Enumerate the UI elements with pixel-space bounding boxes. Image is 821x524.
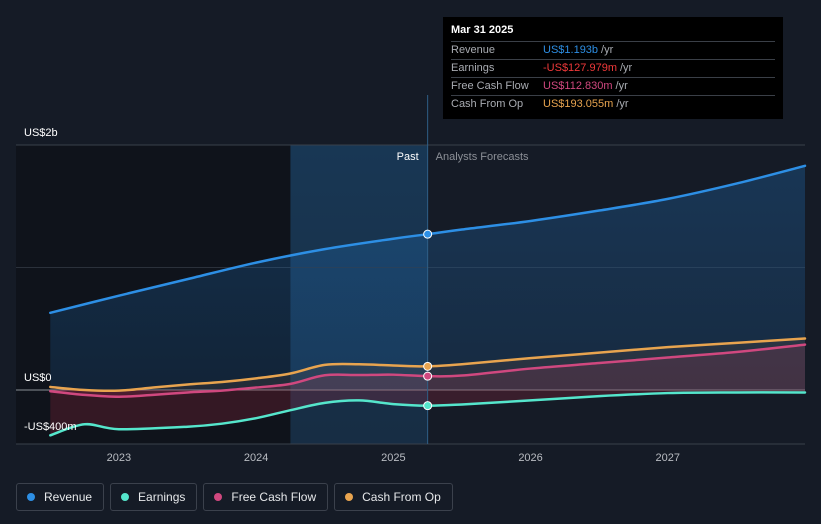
tooltip-label: Earnings xyxy=(451,62,495,74)
x-tick-label: 2024 xyxy=(244,452,268,464)
legend-dot-icon xyxy=(345,493,354,501)
legend-item-cash-from-op[interactable]: Cash From Op xyxy=(334,483,453,511)
tooltip-unit: /yr xyxy=(615,80,628,92)
legend-label: Cash From Op xyxy=(362,490,441,504)
y-tick-label: US$2b xyxy=(24,127,58,139)
tooltip-value: US$1.193b xyxy=(543,44,599,56)
past-label: Past xyxy=(397,151,419,163)
tooltip-label: Free Cash Flow xyxy=(451,80,529,92)
line-cash-from-op xyxy=(49,337,807,393)
line-free-cash-flow xyxy=(49,343,807,398)
marker-earnings xyxy=(423,401,433,411)
y-axis-labels: US$2b US$0 -US$400m xyxy=(24,127,77,433)
legend-label: Earnings xyxy=(138,490,186,504)
tooltip-row-earnings: Earnings -US$127.979m /yr xyxy=(451,59,775,77)
tooltip-label: Cash From Op xyxy=(451,98,524,110)
x-tick-label: 2025 xyxy=(381,452,405,464)
x-tick-label: 2023 xyxy=(107,452,131,464)
legend-dot-icon xyxy=(27,493,35,501)
legend-item-revenue[interactable]: Revenue xyxy=(16,483,105,511)
legend-label: Free Cash Flow xyxy=(231,490,317,504)
tooltip-row-cash-from-op: Cash From Op US$193.055m /yr xyxy=(451,95,775,113)
legend-item-earnings[interactable]: Earnings xyxy=(110,483,198,511)
hover-markers xyxy=(423,229,433,411)
tooltip-label: Revenue xyxy=(451,44,496,56)
x-tick-label: 2026 xyxy=(518,452,542,464)
tooltip-row-revenue: Revenue US$1.193b /yr xyxy=(451,41,775,59)
tooltip-value: US$112.830m xyxy=(543,80,613,92)
tooltip: Mar 31 2025 Revenue US$1.193b /yr Earnin… xyxy=(443,17,783,119)
y-tick-label: US$0 xyxy=(24,372,52,384)
forecast-label: Analysts Forecasts xyxy=(436,151,529,163)
marker-free-cash-flow xyxy=(423,371,433,381)
legend-dot-icon xyxy=(214,493,223,501)
marker-cash-from-op xyxy=(423,361,433,371)
y-tick-label: -US$400m xyxy=(24,421,77,433)
tooltip-value: -US$127.979m xyxy=(543,62,617,74)
line-earnings xyxy=(49,391,807,437)
tooltip-unit: /yr xyxy=(616,98,629,110)
tooltip-unit: /yr xyxy=(601,44,614,56)
tooltip-value: US$193.055m xyxy=(543,98,614,110)
x-axis-labels: 2023 2024 2025 2026 2027 xyxy=(107,452,680,464)
legend-label: Revenue xyxy=(44,490,93,504)
area-earnings xyxy=(50,390,806,436)
legend-item-free-cash-flow[interactable]: Free Cash Flow xyxy=(203,483,329,511)
legend-dot-icon xyxy=(121,493,130,501)
tooltip-date: Mar 31 2025 xyxy=(451,24,514,36)
area-free-cash-flow xyxy=(50,344,806,397)
x-tick-label: 2027 xyxy=(656,452,680,464)
legend: Revenue Earnings Free Cash Flow Cash Fro… xyxy=(16,483,453,511)
marker-revenue xyxy=(423,229,433,239)
tooltip-unit: /yr xyxy=(620,62,633,74)
tooltip-row-free-cash-flow: Free Cash Flow US$112.830m /yr xyxy=(451,77,775,95)
